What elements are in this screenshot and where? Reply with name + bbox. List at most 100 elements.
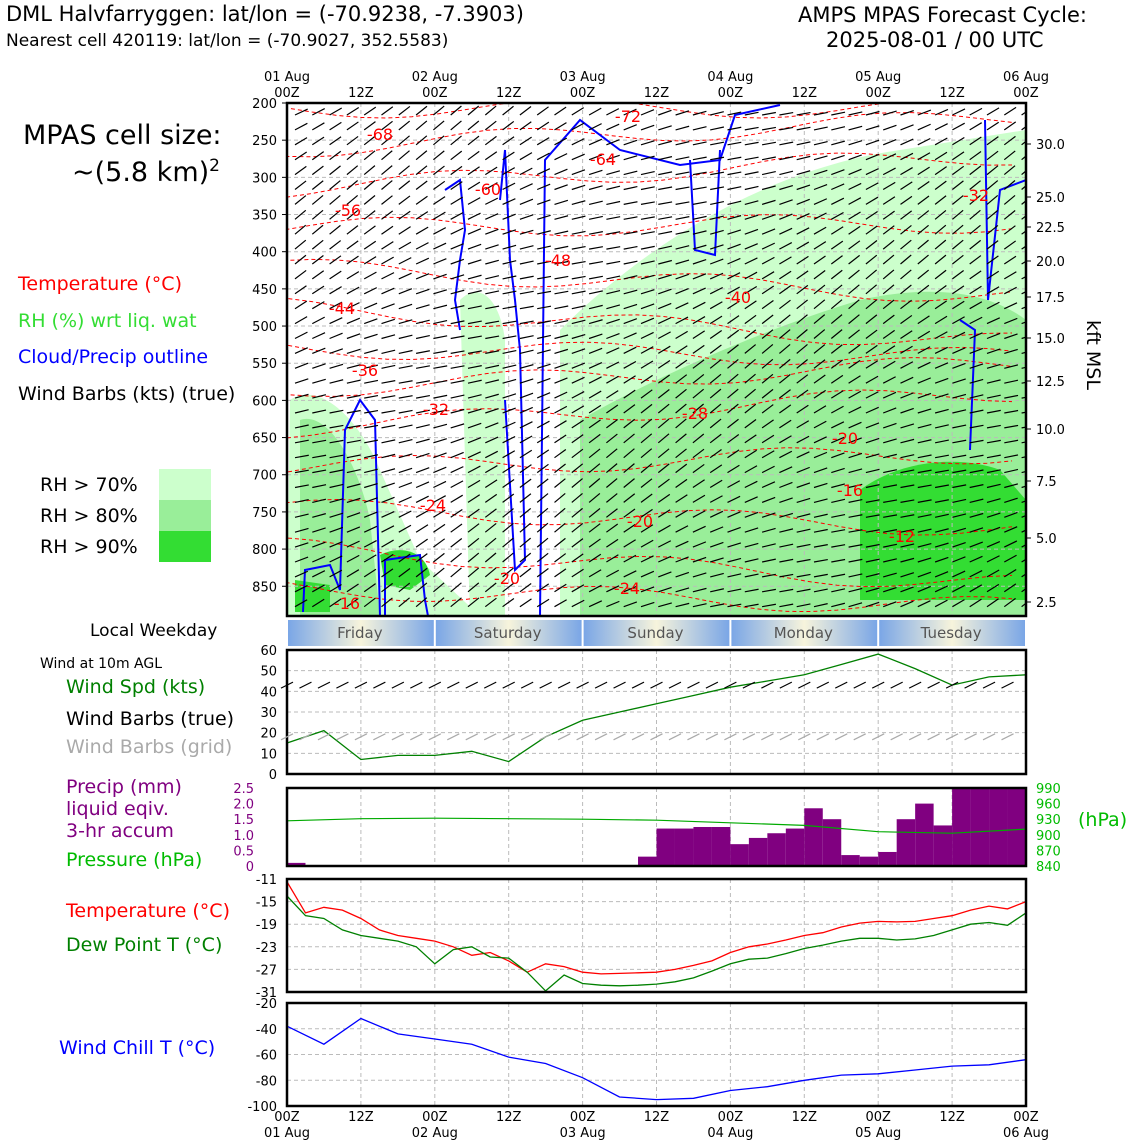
- top-hour-label: 12Z: [792, 86, 818, 101]
- wind-barb: [536, 137, 550, 146]
- top-hour-label: 12Z: [644, 86, 670, 101]
- wind-barb: [640, 586, 655, 593]
- wind-barb: [883, 422, 897, 429]
- wind-barb: [657, 418, 670, 429]
- wind-barb: [986, 209, 999, 220]
- wind-barb: [502, 435, 516, 444]
- wind-barb: [882, 167, 896, 176]
- wind-barb: [934, 151, 948, 161]
- grid-wind-barb: [447, 733, 460, 741]
- wind-barb: [675, 302, 689, 310]
- wind-barb: [312, 394, 327, 399]
- wind-barb: [554, 599, 567, 608]
- wind-barb: [710, 111, 724, 116]
- top-hour-label: 00Z: [570, 86, 596, 101]
- wind-barb: [640, 231, 655, 235]
- precip-tick-label: 1.0: [233, 829, 254, 844]
- wind-barb: [329, 394, 344, 399]
- wind-barb: [917, 439, 932, 444]
- wind-barb: [571, 153, 585, 161]
- wind-barb: [692, 156, 707, 161]
- wind-barb: [675, 230, 690, 235]
- wind-barb: [433, 335, 448, 340]
- isotherm-label: -32: [423, 400, 449, 419]
- wind-barb: [381, 318, 396, 325]
- wind-barb: [917, 585, 931, 593]
- wind-barb: [1021, 602, 1026, 608]
- wind-barb: [467, 582, 480, 593]
- bottom-hour-label: 00Z: [865, 1110, 891, 1125]
- wind-barb: [467, 451, 481, 459]
- wind-barb: [848, 602, 863, 608]
- wind-barb: [865, 529, 880, 533]
- series-line: [286, 653, 1027, 763]
- wind-barb: [536, 392, 551, 399]
- wind-barb: [900, 109, 914, 116]
- wind-barb: [934, 362, 949, 369]
- wind-barb: [657, 478, 670, 488]
- wind-barb: [433, 495, 446, 503]
- wind-barb: [640, 201, 655, 205]
- wind-barb: [692, 494, 706, 503]
- wind-barb: [450, 365, 465, 369]
- wind-barb: [398, 303, 413, 310]
- wind-barb: [467, 523, 480, 533]
- wind-barb: [1021, 230, 1026, 235]
- wind-barb: [415, 567, 428, 578]
- wind-barb: [744, 465, 758, 474]
- wind-barb: [831, 111, 846, 116]
- wind-barb: [467, 274, 482, 280]
- wind-barb: [917, 454, 932, 459]
- wind-barb: [727, 229, 742, 235]
- true-wind-barb: [613, 681, 626, 689]
- wind-barb: [640, 524, 654, 533]
- wind-barb: [917, 315, 930, 325]
- wind-barb: [744, 156, 759, 161]
- wind-barb: [744, 111, 759, 116]
- wind-barb: [606, 433, 618, 444]
- wind-barb: [986, 136, 999, 146]
- wind-barb: [554, 492, 566, 503]
- wind-barb: [934, 499, 949, 503]
- top-hour-label: 00Z: [1013, 86, 1039, 101]
- bottom-date-label: 03 Aug: [560, 1126, 606, 1140]
- isotherm-label: -68: [367, 125, 393, 144]
- wind-barb: [830, 314, 843, 325]
- wind-barb: [830, 255, 843, 265]
- local-weekday-label: Local Weekday: [90, 621, 218, 641]
- wind-barb: [502, 522, 514, 533]
- wind-barb: [986, 332, 1001, 340]
- wind-barb: [986, 379, 1001, 384]
- wind-barb: [710, 200, 725, 205]
- wind-barb: [761, 111, 776, 116]
- wind-barb: [484, 493, 498, 503]
- wind-barb: [969, 439, 984, 444]
- wind-barb: [744, 419, 757, 429]
- wind-barb: [779, 126, 794, 131]
- wind-barb: [398, 319, 413, 325]
- precip-bar: [785, 828, 805, 866]
- kft-tick-label: 20.0: [1036, 255, 1065, 270]
- wind-barb: [744, 200, 759, 205]
- wind-barb: [1003, 569, 1017, 578]
- wind-barb: [969, 194, 981, 205]
- wind-barb: [917, 254, 929, 265]
- wind-barb: [986, 512, 1001, 518]
- wind-barb: [415, 226, 429, 235]
- panel-frame: [285, 1001, 1028, 1108]
- wind-barb: [658, 602, 672, 608]
- wind-barb: [329, 121, 342, 131]
- wind-barb: [969, 255, 982, 265]
- wind-barb: [917, 408, 932, 414]
- wind-barb: [848, 111, 863, 116]
- wind-barb: [294, 269, 307, 280]
- wind-barb: [952, 195, 964, 205]
- cloud-outline-3: [499, 149, 527, 573]
- wind-barb: [779, 256, 792, 265]
- wind-barb: [848, 437, 862, 444]
- wind-barb: [1004, 302, 1018, 310]
- wind-barb: [571, 362, 586, 369]
- wind-barb: [588, 478, 601, 488]
- wind-barb: [831, 140, 845, 146]
- wind-barb: [986, 598, 999, 608]
